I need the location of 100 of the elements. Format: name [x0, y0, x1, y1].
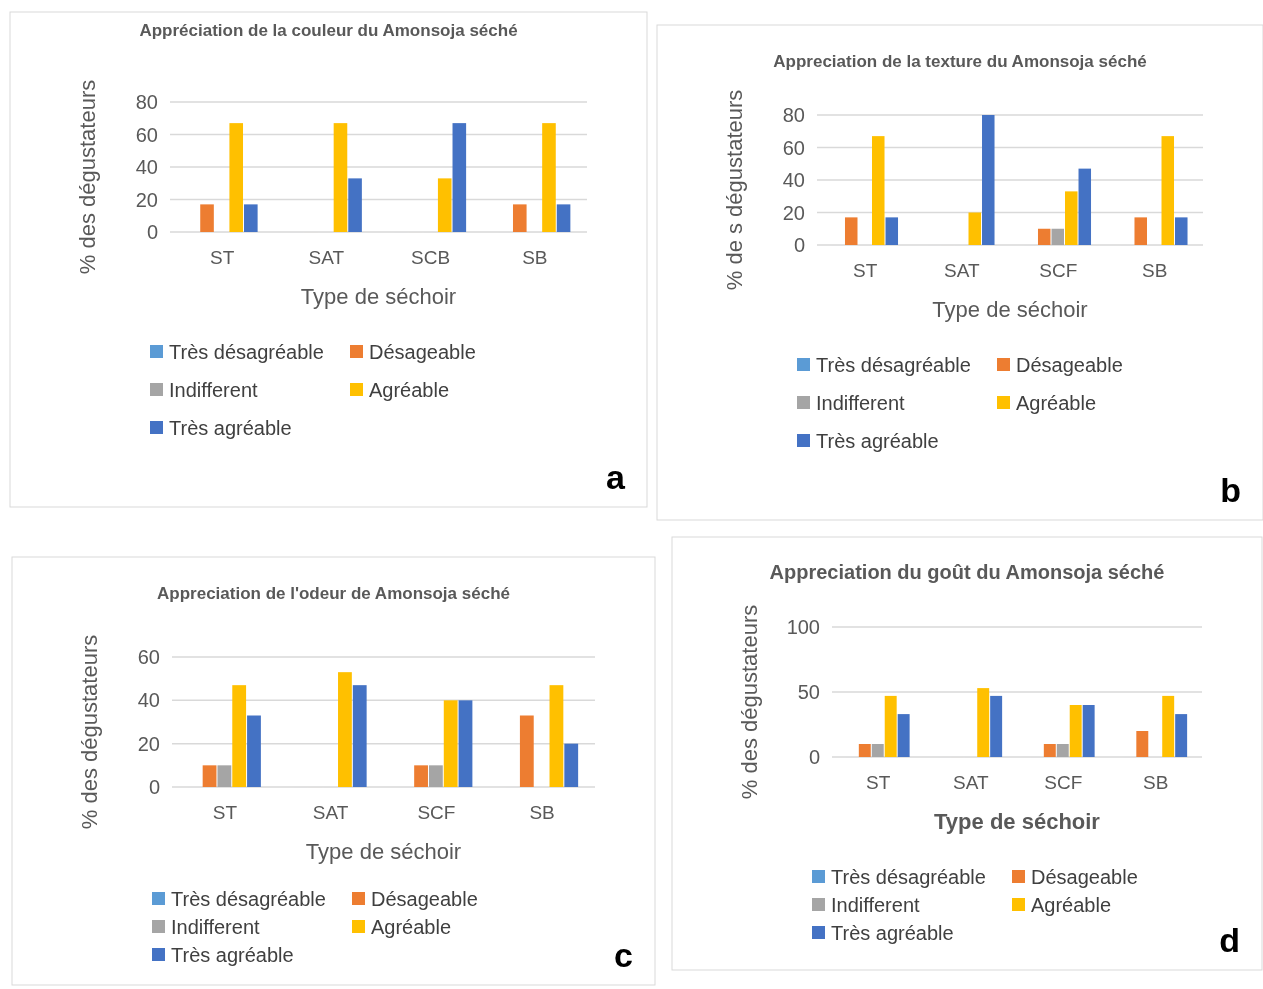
bar — [1065, 191, 1078, 245]
bar — [244, 204, 258, 232]
x-tick-label: SAT — [943, 260, 980, 281]
x-tick-label: ST — [212, 802, 238, 823]
bar — [217, 765, 232, 787]
bar — [200, 204, 214, 232]
legend-label: Très désagréable — [831, 866, 986, 888]
bar — [549, 685, 564, 787]
x-axis-title: Type de séchoir — [932, 297, 1088, 322]
chart-title: Appréciation de la couleur du Amonsoja séché — [139, 21, 518, 40]
bar — [414, 765, 428, 787]
legend-label: Désageable — [371, 888, 478, 910]
legend-label: Désageable — [1016, 354, 1123, 376]
x-tick-label: SB — [1142, 260, 1168, 281]
bar — [428, 765, 443, 787]
y-tick-label: 60 — [135, 123, 158, 146]
bar — [352, 685, 367, 787]
y-tick-label: 20 — [782, 201, 805, 224]
x-tick-label: ST — [209, 247, 235, 268]
bar — [1056, 744, 1069, 757]
bar — [872, 136, 885, 245]
bar — [858, 744, 871, 757]
bar — [229, 123, 244, 232]
chart-title: Appreciation de l'odeur de Amonsoja séché — [157, 584, 510, 603]
bar — [348, 178, 362, 232]
bar — [1175, 714, 1188, 757]
x-tick-label: ST — [853, 260, 878, 281]
bar — [556, 204, 571, 232]
x-tick-label: SCF — [417, 802, 456, 823]
x-tick-label: SAT — [308, 247, 345, 268]
bar — [1161, 136, 1175, 245]
y-tick-label: 80 — [782, 104, 805, 126]
y-tick-label: 60 — [782, 136, 805, 159]
chart-title: Appreciation du goût du Amonsoja séché — [769, 561, 1165, 583]
legend-label: Indifferent — [169, 379, 259, 401]
bar — [232, 685, 247, 787]
text: c — [614, 936, 633, 974]
bar — [458, 700, 473, 787]
bar — [452, 123, 467, 232]
text: b — [1220, 471, 1241, 509]
y-tick-label: 80 — [135, 91, 158, 113]
y-tick-label: 40 — [782, 169, 805, 191]
bar — [247, 715, 261, 787]
legend-label: Très agréable — [831, 922, 954, 944]
bar — [519, 715, 534, 787]
legend-label: Indifferent — [831, 894, 921, 916]
bar — [968, 212, 982, 245]
bar — [1082, 705, 1095, 757]
x-tick-label: SB — [522, 247, 548, 268]
x-tick-label: SAT — [952, 772, 989, 793]
legend-label: Très désagréable — [169, 341, 324, 363]
y-tick-label: 0 — [808, 746, 820, 768]
y-tick-label: 20 — [135, 188, 158, 211]
x-tick-label: SCF — [1039, 260, 1078, 281]
bar — [990, 695, 1003, 757]
bar — [202, 765, 217, 787]
bar — [338, 672, 352, 787]
x-tick-label: SCB — [411, 247, 451, 268]
bar — [982, 115, 995, 245]
bar — [871, 744, 884, 757]
bar — [897, 714, 910, 757]
bar — [885, 217, 899, 245]
bar — [564, 743, 579, 787]
bar — [1051, 228, 1065, 245]
bar — [1136, 731, 1149, 757]
y-tick-label: 60 — [137, 646, 160, 668]
y-tick-label: 40 — [137, 689, 160, 712]
y-axis-title: % des dégustateurs — [737, 604, 762, 800]
bar — [333, 123, 348, 232]
legend-label: Très agréable — [816, 430, 939, 452]
legend-label: Très agréable — [169, 417, 292, 439]
x-tick-label: SCF — [1044, 772, 1083, 793]
legend-label: Très désagréable — [171, 888, 326, 910]
y-tick-label: 50 — [797, 681, 820, 703]
legend-label: Agréable — [1031, 894, 1112, 916]
legend-label: Indifferent — [171, 916, 261, 938]
y-tick-label: 0 — [146, 221, 158, 243]
y-tick-label: 40 — [135, 156, 158, 178]
bar — [1037, 228, 1051, 245]
bar — [1069, 705, 1082, 757]
y-tick-label: 100 — [786, 616, 820, 638]
x-tick-label: ST — [866, 772, 891, 793]
legend-label: Très agréable — [171, 944, 294, 966]
legend-label: Désageable — [369, 341, 476, 363]
legend-label: Indifferent — [816, 392, 906, 414]
bar — [443, 700, 458, 787]
bar — [512, 204, 527, 232]
bar — [977, 688, 990, 757]
y-axis-title: % de s dégustateurs — [722, 89, 747, 291]
x-axis-title: Type de séchoir — [305, 839, 462, 864]
chart-title: Appreciation de la texture du Amonsoja séché — [773, 52, 1147, 71]
bar — [437, 178, 452, 232]
bar — [844, 217, 858, 245]
legend-label: Agréable — [369, 379, 450, 401]
x-tick-label: SB — [1143, 772, 1169, 793]
text: d — [1219, 921, 1240, 959]
text: a — [606, 458, 627, 496]
y-tick-label: 0 — [793, 234, 805, 256]
bar — [1043, 744, 1056, 757]
legend-label: Très désagréable — [816, 354, 971, 376]
